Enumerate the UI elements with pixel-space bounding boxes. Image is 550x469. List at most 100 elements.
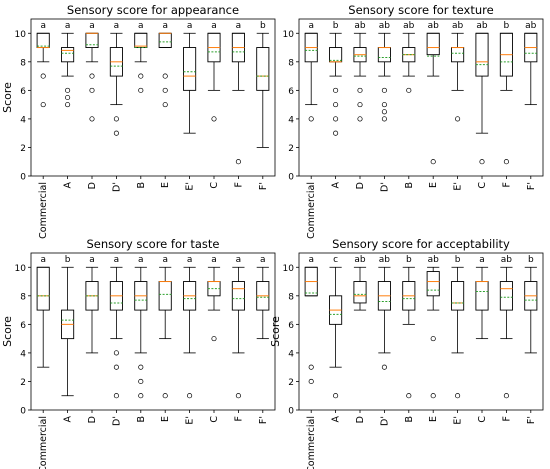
box-F: aF [231, 21, 245, 187]
outlier-point [308, 116, 314, 122]
box-B: aB [134, 255, 148, 423]
outlier-point [357, 116, 363, 122]
x-tick-label: Commercial [306, 416, 317, 469]
outlier-point [65, 87, 71, 93]
outlier-point [357, 102, 363, 108]
iqr-box [377, 47, 391, 63]
y-tick-label: 2 [20, 144, 26, 154]
outlier-point [406, 87, 412, 93]
outlier-point [138, 393, 144, 399]
y-axis-label: Score [269, 316, 282, 347]
box-D': ab D' [377, 255, 391, 426]
outlier-point [65, 102, 71, 108]
y-tick-label: 6 [20, 321, 26, 331]
significance-letter: b [65, 255, 71, 265]
box-D: ab D [353, 255, 367, 423]
box-E': ab E' [451, 21, 465, 191]
box-E: aE [158, 255, 172, 422]
significance-letter: a [187, 21, 193, 31]
significance-letter: a [65, 21, 71, 31]
box-E: ab E [426, 255, 440, 422]
iqr-box [353, 281, 367, 304]
box-D': a D' [109, 255, 123, 426]
iqr-box [475, 281, 489, 311]
plot-frame [30, 18, 276, 177]
y-tick-label: 0 [288, 407, 294, 417]
outlier-point [381, 102, 387, 108]
outlier-point [113, 350, 119, 356]
iqr-box [183, 47, 197, 91]
box-F: aF [231, 255, 245, 421]
y-tick-label: 4 [20, 115, 26, 125]
x-tick-label: F [233, 416, 244, 421]
box-Commercial: a Commercial [36, 255, 50, 469]
y-tick-label: 8 [20, 292, 26, 302]
iqr-box [256, 47, 270, 91]
significance-letter: b [504, 21, 510, 31]
y-axis-label: Score [1, 82, 14, 113]
box-E': b E' [451, 255, 465, 425]
significance-letter: a [138, 21, 144, 31]
box-Commercial: a Commercial [36, 21, 50, 239]
x-tick-label: F' [258, 182, 269, 190]
significance-letter: ab [379, 21, 391, 31]
significance-letter: ab [525, 21, 537, 31]
box-E: ab E [426, 21, 440, 188]
significance-letter: a [114, 255, 120, 265]
x-tick-label: F' [258, 416, 269, 424]
x-tick-label: D' [111, 182, 122, 192]
y-tick-label: 0 [20, 173, 26, 183]
box-B: aB [134, 21, 148, 189]
outlier-point [381, 364, 387, 370]
x-tick-label: E [428, 182, 439, 188]
box-D: ab D [353, 21, 367, 189]
chart-panel-4: Sensory score for acceptability Score 0 2 4 6… [269, 237, 544, 469]
plot-frame [298, 18, 544, 177]
x-tick-label: C [209, 182, 220, 189]
y-axis-label: Score [1, 316, 14, 347]
y-tick-label: 4 [288, 115, 294, 125]
outlier-point [308, 378, 314, 385]
significance-letter: b [455, 255, 461, 265]
y-tick-label: 0 [288, 173, 294, 183]
significance-letter: ab [476, 21, 488, 31]
significance-letter: b [406, 255, 412, 265]
x-tick-label: Commercial [38, 182, 49, 239]
outlier-point [113, 130, 119, 136]
y-tick-label: 6 [20, 87, 26, 97]
plot-frame [30, 252, 276, 411]
outlier-point [235, 159, 241, 165]
box-Commercial: a Commercial [304, 255, 318, 469]
x-tick-label: F [501, 182, 512, 187]
significance-letter: a [40, 255, 46, 265]
iqr-box [499, 281, 513, 311]
outlier-point [381, 116, 387, 122]
box-A: cA [329, 255, 343, 423]
y-tick-label: 8 [288, 292, 294, 302]
outlier-point [211, 116, 217, 122]
iqr-box [451, 281, 465, 311]
outlier-point [211, 336, 217, 342]
chart-panel-1: Sensory score for appearance Score 0 2 4 6 8 10… [1, 3, 276, 239]
box-A: aA [61, 21, 75, 189]
outlier-point [430, 393, 436, 399]
outlier-point [235, 393, 241, 399]
significance-letter: a [162, 255, 168, 265]
significance-letter: a [211, 21, 217, 31]
outlier-point [138, 378, 144, 385]
y-tick-label: 10 [283, 264, 295, 274]
x-tick-label: Commercial [38, 416, 49, 469]
x-tick-label: Commercial [306, 182, 317, 239]
outlier-point [162, 102, 168, 108]
significance-letter: a [138, 255, 144, 265]
x-tick-label: D [355, 182, 366, 189]
y-tick-label: 6 [288, 321, 294, 331]
significance-letter: ab [354, 255, 366, 265]
chart-panel-3: Sensory score for taste Score 0 2 4 6 8 10 a Comm… [1, 237, 276, 469]
significance-letter: a [211, 255, 217, 265]
x-tick-label: E' [453, 416, 464, 425]
y-tick-label: 8 [288, 58, 294, 68]
box-D': ab D' [377, 21, 391, 192]
outlier-point [479, 159, 485, 165]
box-F: bF [499, 21, 513, 187]
